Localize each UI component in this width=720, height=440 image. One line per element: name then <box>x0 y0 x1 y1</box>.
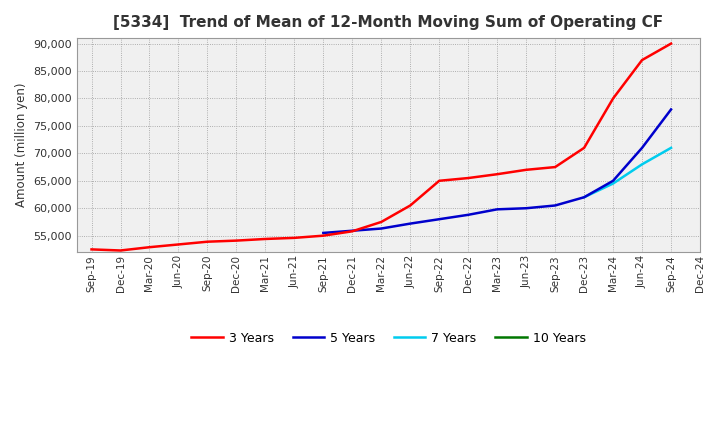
3 Years <box>551 165 559 170</box>
5 Years <box>522 205 531 211</box>
3 Years <box>203 239 212 244</box>
5 Years <box>493 207 502 212</box>
5 Years <box>348 228 356 233</box>
Line: 7 Years: 7 Years <box>584 148 671 197</box>
Line: 3 Years: 3 Years <box>91 44 671 250</box>
Legend: 3 Years, 5 Years, 7 Years, 10 Years: 3 Years, 5 Years, 7 Years, 10 Years <box>186 327 591 350</box>
3 Years <box>638 58 647 63</box>
5 Years <box>667 107 675 112</box>
3 Years <box>608 96 617 101</box>
5 Years <box>377 226 386 231</box>
3 Years <box>174 242 183 247</box>
5 Years <box>580 194 588 200</box>
7 Years <box>638 161 647 167</box>
3 Years <box>435 178 444 183</box>
Y-axis label: Amount (million yen): Amount (million yen) <box>15 83 28 207</box>
3 Years <box>232 238 240 243</box>
5 Years <box>608 178 617 183</box>
7 Years <box>580 194 588 200</box>
3 Years <box>145 245 154 250</box>
3 Years <box>406 203 415 208</box>
3 Years <box>87 247 96 252</box>
7 Years <box>608 181 617 186</box>
5 Years <box>551 203 559 208</box>
5 Years <box>464 212 472 217</box>
3 Years <box>348 229 356 234</box>
3 Years <box>580 145 588 150</box>
5 Years <box>319 230 328 235</box>
3 Years <box>493 172 502 177</box>
5 Years <box>435 216 444 222</box>
3 Years <box>261 236 270 242</box>
Title: [5334]  Trend of Mean of 12-Month Moving Sum of Operating CF: [5334] Trend of Mean of 12-Month Moving … <box>114 15 664 30</box>
3 Years <box>522 167 531 172</box>
3 Years <box>377 219 386 224</box>
7 Years <box>667 145 675 150</box>
3 Years <box>290 235 299 241</box>
5 Years <box>638 145 647 150</box>
5 Years <box>406 221 415 226</box>
3 Years <box>319 233 328 238</box>
3 Years <box>464 176 472 181</box>
3 Years <box>116 248 125 253</box>
3 Years <box>667 41 675 46</box>
Line: 5 Years: 5 Years <box>323 110 671 233</box>
